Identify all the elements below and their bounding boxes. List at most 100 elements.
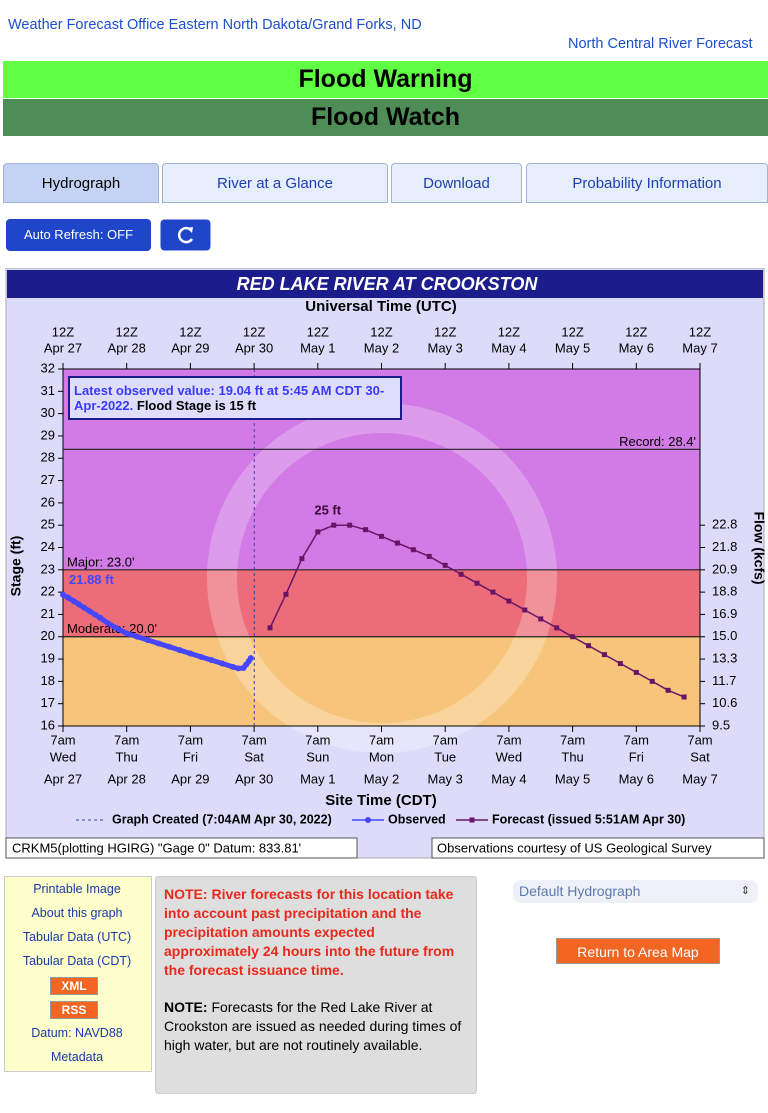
utc-tick-label: 12Z <box>434 324 456 339</box>
utc-date-label: May 6 <box>619 340 654 355</box>
footer-box <box>5 837 358 859</box>
y2-axis-label: Flow (kcfs) <box>751 511 767 584</box>
y-tick-label: 19 <box>41 651 55 666</box>
select-arrow: ⇕ <box>740 885 750 897</box>
warning-banner: Flood Warning <box>3 61 768 98</box>
observed-point <box>176 647 183 654</box>
y-tick-label: 29 <box>41 427 55 442</box>
note: NOTE: River forecasts for this location … <box>164 885 468 980</box>
y-tick-label: 25 <box>41 517 55 532</box>
note: NOTE: Forecasts for the Red Lake River a… <box>164 998 468 1055</box>
chart-title: RED LAKE RIVER AT CROOKSTON <box>237 274 539 294</box>
forecast-point <box>570 634 576 640</box>
utc-tick-label: 12Z <box>52 324 74 339</box>
latest-obs-text: Latest observed value: 19.04 ft at 5:45 … <box>74 383 385 413</box>
observed-point <box>86 608 93 615</box>
threshold-label: Record: 28.4' <box>619 434 696 449</box>
x-tick-label: 7am <box>496 732 521 747</box>
links-box <box>4 876 152 1072</box>
link[interactable]: About this graph <box>31 906 123 920</box>
date-label: Apr 29 <box>171 771 209 786</box>
link[interactable]: Printable Image <box>33 882 121 896</box>
auto-refresh-button[interactable]: Auto Refresh: OFF <box>6 219 151 251</box>
weekday-label: Wed <box>50 749 77 764</box>
x-tick-label: 7am <box>305 732 330 747</box>
weekday-label: Thu <box>115 749 137 764</box>
date-label: May 1 <box>300 771 335 786</box>
forecast-point <box>586 643 592 649</box>
utc-tick-label: 12Z <box>179 324 201 339</box>
note-text: Forecasts for the Red Lake River at Croo… <box>164 999 462 1053</box>
y2-tick-label: 21.8 <box>712 539 737 554</box>
date-label: Apr 30 <box>235 771 273 786</box>
x-tick-label: 7am <box>178 732 203 747</box>
refresh-bg <box>160 219 211 251</box>
y-tick-label: 27 <box>41 472 55 487</box>
weekday-label: Wed <box>496 749 523 764</box>
rss-badge[interactable]: RSS <box>50 1001 98 1019</box>
link[interactable]: Tabular Data (CDT) <box>22 954 132 968</box>
x-tick-label: 7am <box>687 732 712 747</box>
utc-date-label: May 2 <box>364 340 399 355</box>
observed-point <box>113 624 120 631</box>
y-axis-label: Stage (ft) <box>8 536 24 597</box>
watch-banner: Flood Watch <box>3 99 768 136</box>
forecast-point <box>379 533 384 539</box>
y2-tick-label: 13.3 <box>712 651 737 666</box>
x-tick-label: 7am <box>114 732 139 747</box>
utc-date-label: May 7 <box>682 340 717 355</box>
y-tick-label: 17 <box>41 695 55 710</box>
date-label: May 3 <box>427 771 462 786</box>
office-link[interactable]: Weather Forecast Office Eastern North Da… <box>8 17 422 33</box>
x-tick-label: 7am <box>50 732 75 747</box>
xml-badge[interactable]: XML <box>50 977 98 995</box>
refresh-button[interactable] <box>160 219 211 251</box>
x-tick-label: 7am <box>241 732 266 747</box>
note-label: NOTE: <box>164 999 208 1015</box>
forecast-point <box>506 598 512 604</box>
tab[interactable]: Download <box>391 163 522 203</box>
y2-tick-label: 11.7 <box>712 673 736 688</box>
forecast-point <box>410 547 416 553</box>
observed-point <box>105 620 112 627</box>
x-tick-label: 7am <box>433 732 458 747</box>
hydrograph: RED LAKE RIVER AT CROOKSTON Universal Ti… <box>0 267 768 860</box>
tab[interactable]: Probability Information <box>526 163 768 203</box>
observed-point <box>208 657 215 664</box>
hydrograph-select[interactable]: Default Hydrograph ⇕ <box>513 880 758 903</box>
utc-tick-label: 12Z <box>625 324 647 339</box>
utc-date-label: Apr 29 <box>171 340 209 355</box>
utc-date-label: May 4 <box>491 340 526 355</box>
tab[interactable]: Hydrograph <box>3 163 159 203</box>
tab[interactable]: River at a Glance <box>162 163 388 203</box>
return-button[interactable]: Return to Area Map <box>556 938 720 964</box>
y2-tick-label: 9.5 <box>712 717 730 732</box>
note-label: NOTE: <box>164 886 208 902</box>
observed-point <box>166 643 173 650</box>
flood-stage-text: Flood Stage is 15 ft <box>136 398 257 413</box>
top-axis-label: Universal Time (UTC) <box>305 298 456 315</box>
legend-label: Observed <box>388 812 446 826</box>
utc-tick-label: 12Z <box>243 324 265 339</box>
observed-point <box>81 604 88 611</box>
weekday-label: Tue <box>434 749 456 764</box>
legend-label: Forecast (issued 5:51AM Apr 30) <box>492 812 685 826</box>
stage-band <box>63 636 700 726</box>
forecast-point <box>267 625 273 631</box>
legend-created: Graph Created (7:04AM Apr 30, 2022) <box>112 812 332 826</box>
link[interactable]: Metadata <box>50 1050 104 1064</box>
center-link[interactable]: North Central River Forecast <box>568 36 753 52</box>
forecast-point <box>522 607 528 613</box>
link[interactable]: Tabular Data (UTC) <box>22 930 132 944</box>
date-label: May 7 <box>682 771 717 786</box>
y-tick-label: 30 <box>41 405 55 420</box>
y-tick-label: 16 <box>41 717 55 732</box>
footer-left: CRKM5(plotting HGIRG) "Gage 0" Datum: 83… <box>12 840 301 855</box>
observed-point <box>229 663 236 670</box>
forecast-point <box>394 540 400 546</box>
link[interactable]: Datum: NAVD88 <box>31 1026 123 1040</box>
date-label: May 2 <box>364 771 399 786</box>
utc-tick-label: 12Z <box>561 324 583 339</box>
title-bar <box>7 270 763 298</box>
forecast-point <box>649 678 655 684</box>
